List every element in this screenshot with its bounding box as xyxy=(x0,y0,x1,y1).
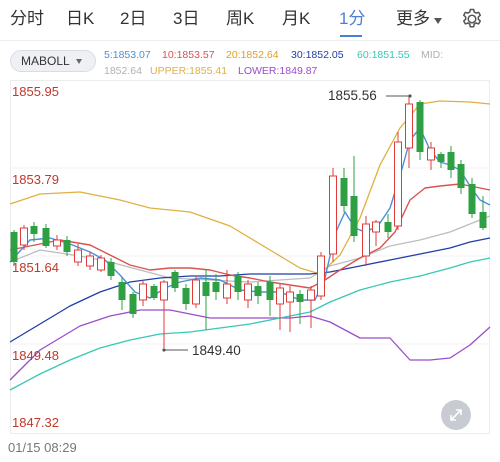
chevron-down-icon xyxy=(434,17,442,24)
ma10-line xyxy=(9,183,491,289)
candle-down xyxy=(171,270,179,292)
candle-up xyxy=(427,142,435,170)
candle-up xyxy=(20,225,28,250)
candle-down xyxy=(296,290,304,324)
candle-up xyxy=(223,270,231,304)
candle-down xyxy=(118,278,126,310)
candle-up xyxy=(329,168,337,262)
tab-monthly-k[interactable]: 月K xyxy=(282,9,311,28)
indicator-selector-label: MABOLL xyxy=(21,54,70,68)
tab-weekly-k[interactable]: 周K xyxy=(226,9,255,28)
candle-up xyxy=(192,276,200,308)
candle-up xyxy=(244,280,252,308)
low-marker xyxy=(162,348,188,352)
ma60-line xyxy=(9,257,491,391)
low-price-label: 1849.40 xyxy=(192,343,241,358)
candle-down xyxy=(107,258,115,280)
candle-up xyxy=(372,220,380,246)
legend-ma5: 5:1853.07 xyxy=(104,49,151,61)
candle-down xyxy=(416,100,424,160)
high-price-label: 1855.56 xyxy=(328,88,377,103)
candle-up xyxy=(405,96,413,168)
candle-down xyxy=(234,272,242,300)
candle-down xyxy=(63,236,71,256)
candle-down xyxy=(129,292,137,318)
candle-down xyxy=(350,156,358,242)
y-axis-label-4: 1849.48 xyxy=(12,348,59,363)
tab-daily-k[interactable]: 日K xyxy=(66,9,95,28)
legend-mid-value: 1852.64 xyxy=(104,65,142,77)
y-axis-label-3: 1851.64 xyxy=(12,260,59,275)
period-tab-bar: 分时 日K 2日 3日 周K 月K 1分 更多 xyxy=(0,0,500,38)
tab-more-label: 更多 xyxy=(396,9,430,28)
candle-up xyxy=(139,280,147,306)
candles xyxy=(10,96,487,348)
indicator-selector[interactable]: MABOLL xyxy=(10,50,96,72)
candle-up xyxy=(160,280,168,348)
candle-down xyxy=(10,230,18,266)
candle-down xyxy=(384,214,392,238)
legend-ma60: 60:1851.55 xyxy=(357,49,410,61)
legend-ma30: 30:1852.05 xyxy=(291,49,344,61)
candle-down xyxy=(447,146,455,178)
legend-upper: UPPER:1855.41 xyxy=(150,65,228,77)
candle-up xyxy=(307,286,315,328)
y-axis-label-bottom: 1847.32 xyxy=(12,415,59,430)
candle-down xyxy=(340,168,348,212)
candle-down xyxy=(479,196,487,230)
candle-up xyxy=(317,252,325,300)
candle-down xyxy=(182,284,190,310)
expand-button[interactable] xyxy=(441,400,471,430)
legend-ma20: 20:1852.64 xyxy=(226,49,279,61)
tab-2-day[interactable]: 2日 xyxy=(120,9,147,28)
high-marker xyxy=(386,94,412,98)
tab-1-minute[interactable]: 1分 xyxy=(339,9,366,28)
active-tab-indicator xyxy=(340,35,362,37)
candle-up xyxy=(286,286,294,332)
candle-down xyxy=(254,282,262,304)
candle-up xyxy=(394,132,402,230)
candle-down xyxy=(266,276,274,316)
legend-mid-label: MID: xyxy=(421,49,444,61)
y-axis-label-top: 1855.95 xyxy=(12,84,59,99)
legend-lower: LOWER:1849.87 xyxy=(238,65,318,77)
chevron-down-icon xyxy=(75,59,82,64)
candle-up xyxy=(53,235,61,250)
candle-down xyxy=(150,284,158,300)
legend-ma10: 10:1853.57 xyxy=(162,49,215,61)
candle-down xyxy=(437,152,445,168)
candle-up xyxy=(74,244,82,266)
tab-more[interactable]: 更多 xyxy=(396,8,442,30)
ma30-line xyxy=(9,237,491,343)
tab-intraday[interactable]: 分时 xyxy=(10,9,44,28)
candle-up xyxy=(97,255,105,272)
candle-down xyxy=(42,224,50,248)
gear-icon[interactable] xyxy=(460,7,484,31)
y-axis-label-2: 1853.79 xyxy=(12,172,59,187)
candle-up xyxy=(276,284,284,330)
candle-up xyxy=(86,252,94,270)
candle-down xyxy=(457,160,465,194)
tab-divider xyxy=(0,40,500,41)
expand-icon xyxy=(450,409,462,421)
candle-down xyxy=(468,178,476,218)
candle-up xyxy=(362,216,370,266)
candle-down xyxy=(202,270,210,330)
candle-down xyxy=(212,274,220,300)
timestamp: 01/15 08:29 xyxy=(8,440,77,455)
tab-3-day[interactable]: 3日 xyxy=(173,9,200,28)
lower-band-line xyxy=(9,309,491,381)
candle-down xyxy=(30,222,38,242)
